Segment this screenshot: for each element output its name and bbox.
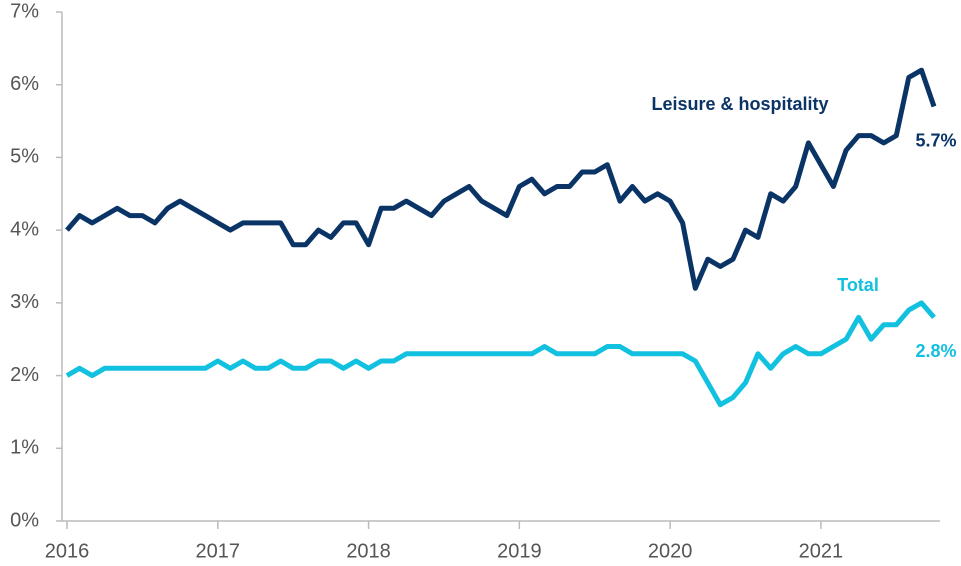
x-tick-label: 2020 xyxy=(648,540,693,562)
y-tick-label: 4% xyxy=(10,218,39,240)
x-tick-label: 2016 xyxy=(45,540,90,562)
data-label: 5.7% xyxy=(915,130,956,150)
series-label: Leisure & hospitality xyxy=(651,94,828,114)
series-line xyxy=(65,67,937,291)
y-tick-label: 7% xyxy=(10,0,39,22)
x-tick-label: 2018 xyxy=(346,540,391,562)
y-tick-label: 2% xyxy=(10,364,39,386)
x-tick-label: 2019 xyxy=(497,540,542,562)
data-label: 2.8% xyxy=(915,341,956,361)
y-tick-label: 1% xyxy=(10,437,39,459)
x-tick-label: 2021 xyxy=(799,540,844,562)
series-line xyxy=(65,300,936,408)
x-tick-label: 2017 xyxy=(196,540,241,562)
y-tick-label: 5% xyxy=(10,146,39,168)
y-tick-label: 3% xyxy=(10,291,39,313)
y-tick-label: 6% xyxy=(10,73,39,95)
y-tick-label: 0% xyxy=(10,509,39,531)
series-label: Total xyxy=(837,275,879,295)
